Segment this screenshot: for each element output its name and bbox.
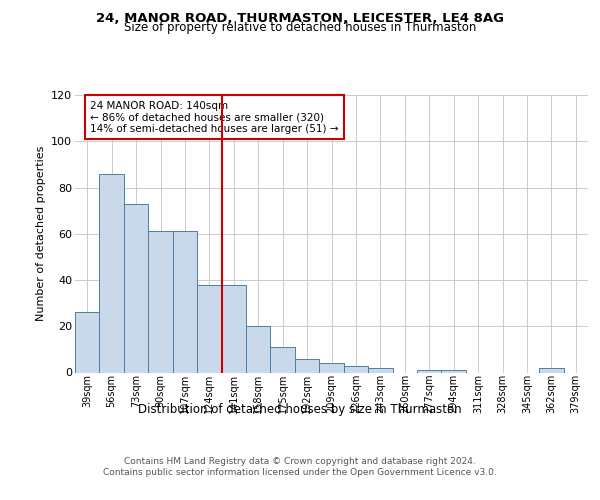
Text: 24 MANOR ROAD: 140sqm
← 86% of detached houses are smaller (320)
14% of semi-det: 24 MANOR ROAD: 140sqm ← 86% of detached … [91, 100, 339, 134]
Text: Distribution of detached houses by size in Thurmaston: Distribution of detached houses by size … [138, 402, 462, 415]
Bar [100, 174, 124, 372]
Bar [246, 326, 271, 372]
Bar [221, 284, 246, 372]
Text: Contains HM Land Registry data © Crown copyright and database right 2024.
Contai: Contains HM Land Registry data © Crown c… [103, 458, 497, 477]
Bar [295, 358, 319, 372]
Bar [319, 363, 344, 372]
Bar [368, 368, 392, 372]
Bar [75, 312, 100, 372]
Text: 24, MANOR ROAD, THURMASTON, LEICESTER, LE4 8AG: 24, MANOR ROAD, THURMASTON, LEICESTER, L… [96, 12, 504, 26]
Bar [417, 370, 442, 372]
Bar [124, 204, 148, 372]
Bar [442, 370, 466, 372]
Text: Size of property relative to detached houses in Thurmaston: Size of property relative to detached ho… [124, 22, 476, 35]
Bar [197, 284, 221, 372]
Bar [344, 366, 368, 372]
Y-axis label: Number of detached properties: Number of detached properties [35, 146, 46, 322]
Bar [148, 232, 173, 372]
Bar [173, 232, 197, 372]
Bar [539, 368, 563, 372]
Bar [271, 347, 295, 372]
